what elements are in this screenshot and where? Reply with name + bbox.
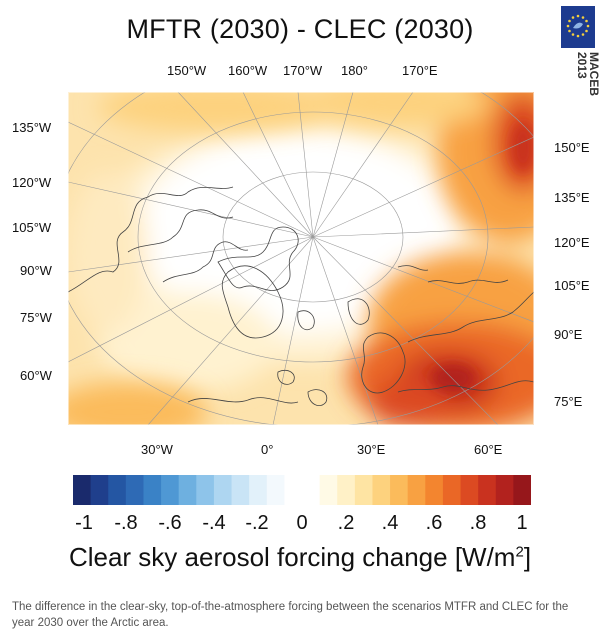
colorbar-tick-label: 0	[296, 512, 308, 534]
colorbar-swatch	[390, 475, 409, 505]
lon-label-top-3: 170°W	[283, 63, 323, 78]
colorbar-tick-label: .6	[425, 512, 443, 534]
colorbar-title: Clear sky aerosol forcing change [W/m2]	[0, 542, 600, 573]
colorbar-swatch	[425, 475, 444, 505]
lon-label-bottom-1: 30°W	[141, 442, 173, 457]
colorbar-swatch	[319, 475, 338, 505]
colorbar-tick-label: -.6	[158, 512, 182, 534]
lon-label-right-2: 135°E	[554, 190, 590, 205]
colorbar-tick-label: -.2	[245, 512, 269, 534]
lon-label-right-4: 105°E	[554, 278, 590, 293]
logo-name: MACEB	[587, 52, 600, 96]
colorbar-tick-label: -1	[75, 512, 93, 534]
lon-label-left-1: 135°W	[12, 120, 52, 135]
colorbar-swatch	[196, 475, 215, 505]
colorbar-swatch	[442, 475, 462, 505]
lon-label-top-1: 150°W	[167, 63, 207, 78]
colorbar-swatch	[284, 475, 303, 505]
colorbar-swatch	[513, 475, 531, 505]
lon-label-left-3: 105°W	[12, 220, 52, 235]
colorbar-tick-label: .2	[337, 512, 355, 534]
arctic-forcing-map	[68, 92, 534, 425]
colorbar-swatch	[178, 475, 197, 505]
colorbar	[73, 475, 531, 505]
colorbar-tick-label: 1	[516, 512, 528, 534]
colorbar-swatch	[161, 475, 180, 505]
lon-label-top-2: 160°W	[228, 63, 268, 78]
colorbar-title-close: ]	[523, 542, 532, 572]
map-title: MFTR (2030) - CLEC (2030)	[126, 14, 474, 44]
graticule	[68, 92, 534, 425]
colorbar-title-text: Clear sky aerosol forcing change [W/m	[68, 542, 516, 572]
lon-label-top-4: 180°	[341, 63, 368, 78]
lon-label-bottom-4: 60°E	[474, 442, 503, 457]
figure-caption: The difference in the clear-sky, top-of-…	[12, 601, 569, 629]
colorbar-swatch	[302, 475, 321, 505]
lon-label-left-5: 75°W	[20, 310, 52, 325]
lon-label-right-3: 120°E	[554, 235, 590, 250]
lon-label-right-5: 90°E	[554, 327, 583, 342]
colorbar-swatch	[495, 475, 514, 505]
colorbar-swatch	[354, 475, 373, 505]
colorbar-tick-label: .8	[469, 512, 487, 534]
colorbar-swatch	[143, 475, 162, 505]
lon-label-bottom-2: 0°	[261, 442, 274, 457]
colorbar-swatch	[337, 475, 356, 505]
colorbar-swatch	[213, 475, 233, 505]
lon-label-left-6: 60°W	[20, 368, 52, 383]
lon-label-left-4: 90°W	[20, 263, 52, 278]
colorbar-swatch	[460, 475, 479, 505]
lon-label-left-2: 120°W	[12, 175, 52, 190]
colorbar-tick-label: .4	[381, 512, 399, 534]
colorbar-swatch	[90, 475, 109, 505]
colorbar-swatch	[372, 475, 391, 505]
eu-stars-icon	[561, 6, 595, 48]
colorbar-tick-label: -.4	[202, 512, 226, 534]
lon-label-right-6: 75°E	[554, 394, 583, 409]
colorbar-title-superscript: 2	[515, 543, 524, 561]
lon-label-bottom-3: 30°E	[357, 442, 386, 457]
colorbar-swatch	[266, 475, 285, 505]
colorbar-swatch	[73, 475, 92, 505]
lon-label-top-5: 170°E	[402, 63, 438, 78]
colorbar-swatch	[125, 475, 144, 505]
coastlines	[68, 186, 534, 406]
map-canvas	[68, 92, 534, 425]
colorbar-swatch	[249, 475, 268, 505]
logo-label: MACEB 2013	[572, 52, 600, 132]
colorbar-swatch	[407, 475, 426, 505]
colorbar-tick-label: -.8	[114, 512, 138, 534]
colorbar-swatch	[478, 475, 497, 505]
maceb-logo	[561, 6, 595, 48]
colorbar-swatch	[108, 475, 127, 505]
logo-year: 2013	[575, 52, 589, 79]
lon-label-right-1: 150°E	[554, 140, 590, 155]
colorbar-swatch	[231, 475, 250, 505]
